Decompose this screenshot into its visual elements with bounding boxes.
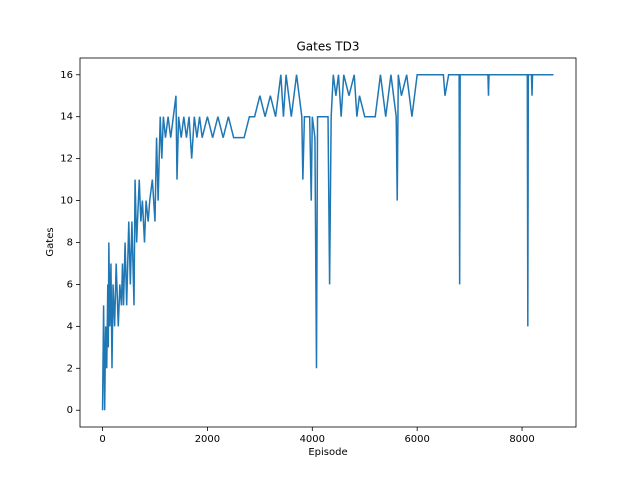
y-tick-label: 12 xyxy=(60,154,73,165)
x-tick-label: 4000 xyxy=(300,434,325,445)
y-tick-label: 10 xyxy=(60,196,73,207)
y-tick-label: 16 xyxy=(60,70,73,81)
chart-title: Gates TD3 xyxy=(296,40,359,54)
y-tick-label: 6 xyxy=(67,279,73,290)
x-tick-label: 8000 xyxy=(509,434,534,445)
y-tick-label: 8 xyxy=(67,238,73,249)
y-tick-label: 2 xyxy=(67,363,73,374)
x-tick-label: 2000 xyxy=(195,434,220,445)
x-tick-label: 6000 xyxy=(404,434,429,445)
y-tick-label: 4 xyxy=(67,321,73,332)
x-tick-label: 0 xyxy=(99,434,105,445)
x-axis-label: Episode xyxy=(308,447,347,458)
y-axis-label: Gates xyxy=(45,227,56,256)
y-tick-label: 0 xyxy=(67,405,73,416)
y-tick-label: 14 xyxy=(60,112,73,123)
plot-frame xyxy=(79,57,577,428)
data-line xyxy=(101,74,554,411)
